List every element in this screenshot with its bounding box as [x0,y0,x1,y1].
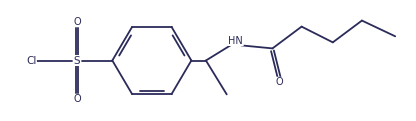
Text: O: O [73,94,81,104]
Text: S: S [74,56,80,65]
Text: O: O [73,17,81,27]
Text: O: O [276,77,283,87]
Text: HN: HN [228,36,243,45]
Text: Cl: Cl [26,56,36,65]
